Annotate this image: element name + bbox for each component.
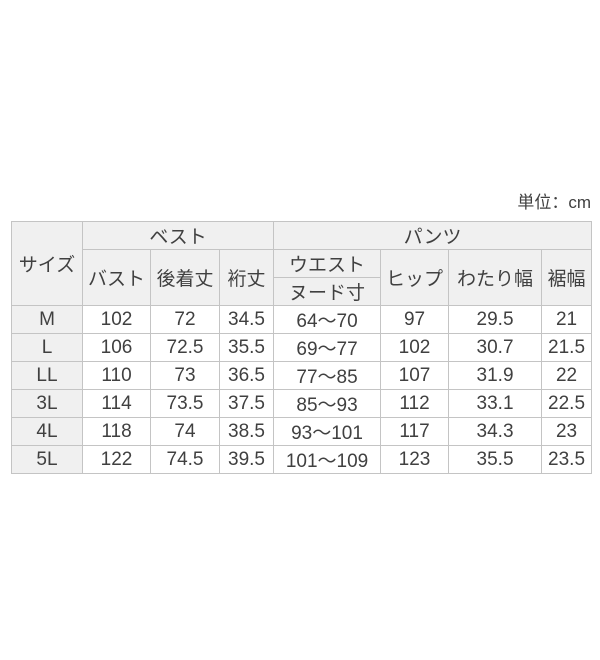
col-header-sleeve-length: 裄丈	[218, 249, 275, 306]
table-cell: 110	[82, 361, 151, 390]
table-row: 3L 114 73.5 37.5 85～93 112 33.1 22.5	[11, 389, 593, 418]
table-row: LL 110 73 36.5 77～85 107 31.9 22	[11, 361, 593, 390]
table-cell: 123	[380, 445, 450, 474]
table-cell: 106	[82, 333, 151, 362]
table-cell: 34.5	[218, 305, 275, 334]
table-cell: 74.5	[150, 445, 220, 474]
table-cell: 101～109	[273, 445, 382, 474]
unit-label: 単位：cm	[517, 193, 591, 212]
col-header-hip: ヒップ	[380, 249, 450, 306]
table-cell: 30.7	[448, 333, 543, 362]
table-cell: 31.9	[448, 361, 543, 390]
table-cell: 22	[541, 361, 593, 390]
table-cell: 34.3	[448, 417, 543, 446]
col-header-bust: バスト	[82, 249, 151, 306]
table-cell: 23	[541, 417, 593, 446]
group-header-vest: ベスト	[81, 221, 275, 250]
table-cell: 77～85	[273, 361, 382, 390]
row-header-size: LL	[11, 361, 83, 390]
table-cell: 69～77	[273, 333, 382, 362]
table-cell: 73	[150, 361, 220, 390]
col-header-back-length: 後着丈	[150, 249, 220, 306]
col-header-size: サイズ	[11, 221, 83, 306]
table-cell: 35.5	[218, 333, 275, 362]
table-row: 5L 122 74.5 39.5 101～109 123 35.5 23.5	[11, 445, 593, 474]
header-sub-row-2: ヌード寸	[12, 277, 592, 306]
table-cell: 36.5	[218, 361, 275, 390]
table-cell: 97	[380, 305, 450, 334]
table-cell: 118	[82, 417, 151, 446]
table-header: サイズ ベスト パンツ バスト 後着丈 裄丈 ウエスト ヒップ わたり幅 裾幅 …	[11, 221, 593, 306]
table-cell: 102	[82, 305, 151, 334]
table-cell: 21	[541, 305, 593, 334]
table-cell: 73.5	[150, 389, 220, 418]
group-header-pants: パンツ	[273, 221, 593, 250]
table-cell: 29.5	[448, 305, 543, 334]
table-cell: 122	[82, 445, 151, 474]
table-cell: 23.5	[541, 445, 593, 474]
col-header-waist: ウエスト	[273, 249, 382, 278]
table-cell: 102	[380, 333, 450, 362]
table-cell: 22.5	[541, 389, 593, 418]
table-cell: 85～93	[273, 389, 382, 418]
table-cell: 72	[150, 305, 220, 334]
table-cell: 38.5	[218, 417, 275, 446]
table-cell: 74	[150, 417, 220, 446]
col-header-hem-width: 裾幅	[541, 249, 593, 306]
table-cell: 107	[380, 361, 450, 390]
table-cell: 114	[82, 389, 151, 418]
table-cell: 117	[380, 417, 450, 446]
table-cell: 33.1	[448, 389, 543, 418]
table-body: M 102 72 34.5 64～70 97 29.5 21 L 106 72.5 35.5 69～77…	[11, 305, 593, 474]
col-header-waist-nude: ヌード寸	[273, 277, 382, 306]
col-header-thigh-width: わたり幅	[448, 249, 543, 306]
header-group-row: サイズ ベスト パンツ	[11, 221, 593, 306]
row-header-size: 3L	[11, 389, 83, 418]
row-header-size: 5L	[11, 445, 83, 474]
table-row: L 106 72.5 35.5 69～77 102 30.7 21.5	[11, 333, 593, 362]
table-cell: 35.5	[448, 445, 543, 474]
table-cell: 72.5	[150, 333, 220, 362]
table-cell: 21.5	[541, 333, 593, 362]
table-cell: 39.5	[218, 445, 275, 474]
table-cell: 112	[380, 389, 450, 418]
header-sub-row: バスト 後着丈 裄丈 ウエスト ヒップ わたり幅 裾幅	[12, 249, 593, 306]
table-cell: 93～101	[273, 417, 382, 446]
row-header-size: L	[11, 333, 83, 362]
table-cell: 64～70	[273, 305, 382, 334]
row-header-size: 4L	[11, 417, 83, 446]
table-cell: 37.5	[218, 389, 275, 418]
table-row: M 102 72 34.5 64～70 97 29.5 21	[11, 305, 593, 334]
size-chart-table: サイズ ベスト パンツ バスト 後着丈 裄丈 ウエスト ヒップ わたり幅 裾幅 …	[11, 221, 593, 474]
table-row: 4L 118 74 38.5 93～101 117 34.3 23	[11, 417, 593, 446]
row-header-size: M	[11, 305, 83, 334]
